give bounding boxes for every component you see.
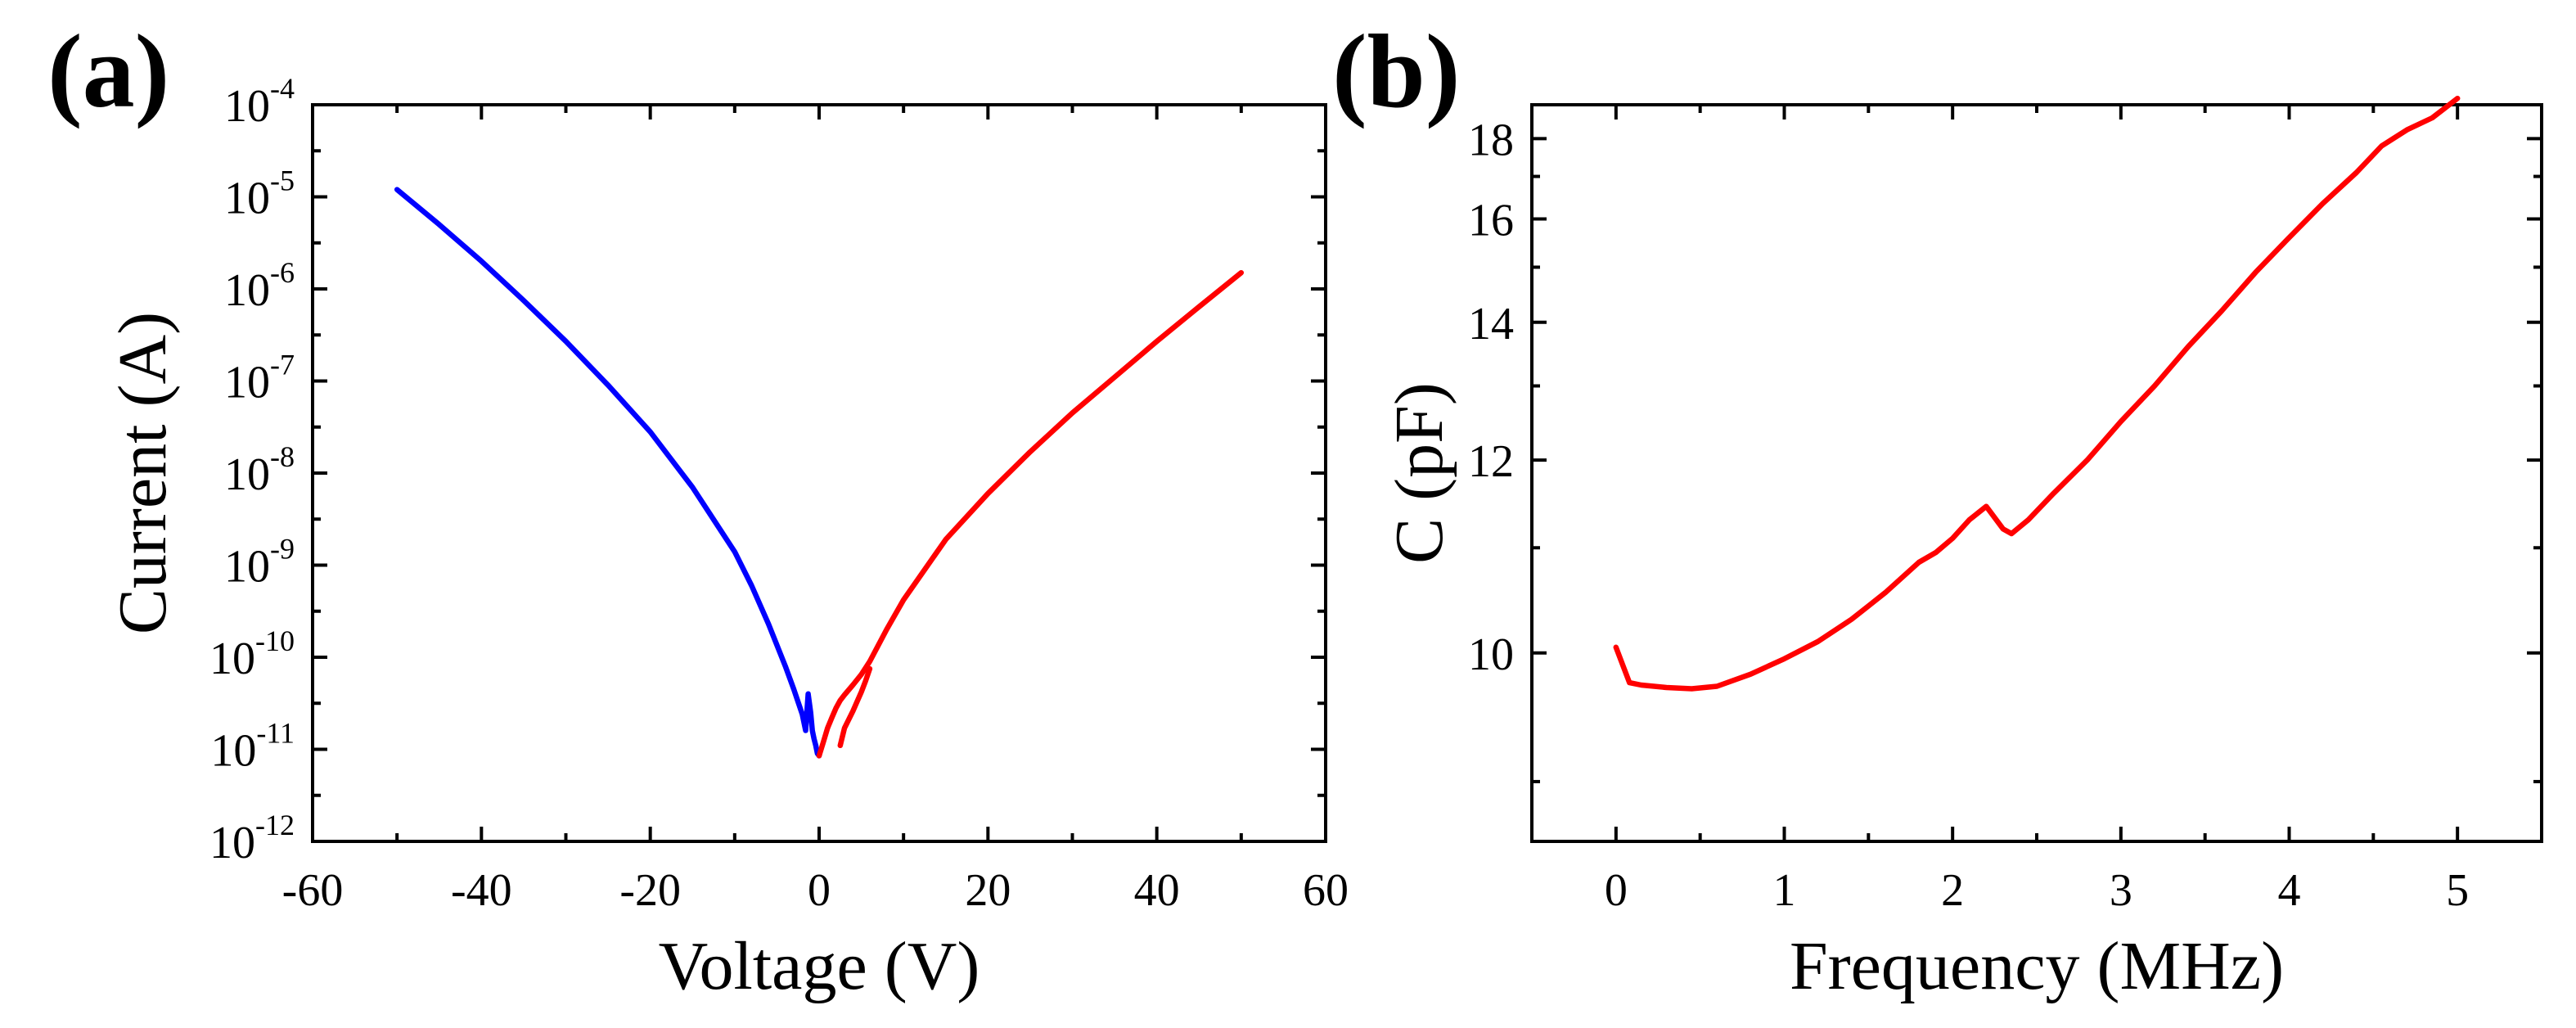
panel-b-y-tick-labels: 10 12 14 16 18 bbox=[1468, 115, 1514, 679]
x-tick-label: 60 bbox=[1303, 865, 1349, 916]
y-tick-label: 10-8 bbox=[224, 440, 295, 500]
x-tick-label: 20 bbox=[965, 865, 1011, 916]
x-tick-label: 3 bbox=[2110, 865, 2132, 916]
panel-a-curves bbox=[394, 187, 1245, 759]
panel-b-x-axis-title: Frequency (MHz) bbox=[1790, 928, 2284, 1004]
y-tick-label: 12 bbox=[1468, 436, 1514, 487]
x-tick-label: 5 bbox=[2446, 865, 2469, 916]
x-tick-label: 1 bbox=[1773, 865, 1796, 916]
x-tick-label: 40 bbox=[1134, 865, 1180, 916]
y-tick-label: 18 bbox=[1468, 115, 1514, 165]
y-tick-label: 10-10 bbox=[209, 624, 295, 684]
series-line-2 bbox=[837, 665, 873, 749]
x-tick-label: -20 bbox=[619, 865, 681, 916]
series-line-0 bbox=[1613, 95, 2461, 692]
panel-a-x-tick-labels: -60 -40 -20 0 20 40 60 bbox=[282, 865, 1349, 916]
y-tick-label: 10-12 bbox=[209, 809, 295, 868]
x-tick-label: 4 bbox=[2278, 865, 2301, 916]
panel-a-plot-frame bbox=[311, 103, 1327, 843]
series-line-0 bbox=[394, 187, 822, 759]
y-tick-label: 14 bbox=[1468, 299, 1514, 349]
y-tick-label: 10-7 bbox=[224, 349, 295, 408]
y-tick-label: 10-4 bbox=[224, 72, 295, 132]
panel-b-y-axis-title: C (pF) bbox=[1381, 382, 1457, 564]
panel-b-curves bbox=[1613, 95, 2461, 692]
x-tick-label: 0 bbox=[1605, 865, 1628, 916]
x-tick-label: -40 bbox=[451, 865, 512, 916]
y-tick-label: 16 bbox=[1468, 196, 1514, 246]
panel-b-plot-frame bbox=[1530, 103, 2543, 843]
panel-b-ticks bbox=[1530, 103, 2543, 841]
panel-a-x-axis-title: Voltage (V) bbox=[659, 928, 980, 1004]
y-tick-label: 10-6 bbox=[224, 256, 295, 316]
panel-b-label: (b) bbox=[1332, 13, 1460, 129]
y-tick-label: 10-5 bbox=[224, 165, 295, 224]
series-line-1 bbox=[816, 269, 1245, 759]
panel-a-ticks bbox=[311, 103, 1327, 843]
panel-a-chart: (a) -60 -40 -20 0 20 40 60 10-12 10-11 10-10 10-9… bbox=[47, 13, 1349, 1004]
panel-a-y-axis-title: Current (A) bbox=[105, 312, 181, 634]
x-tick-label: 0 bbox=[808, 865, 831, 916]
y-tick-label: 10 bbox=[1468, 629, 1514, 680]
panel-a-y-tick-labels: 10-12 10-11 10-10 10-9 10-8 10-7 10-6 10-5 10-4 bbox=[209, 72, 295, 868]
y-tick-label: 10-9 bbox=[224, 533, 295, 593]
panel-b-x-tick-labels: 0 1 2 3 4 5 bbox=[1605, 865, 2469, 916]
y-tick-label: 10-11 bbox=[210, 717, 295, 777]
x-tick-label: -60 bbox=[282, 865, 344, 916]
panel-a-label: (a) bbox=[47, 13, 169, 129]
x-tick-label: 2 bbox=[1941, 865, 1964, 916]
